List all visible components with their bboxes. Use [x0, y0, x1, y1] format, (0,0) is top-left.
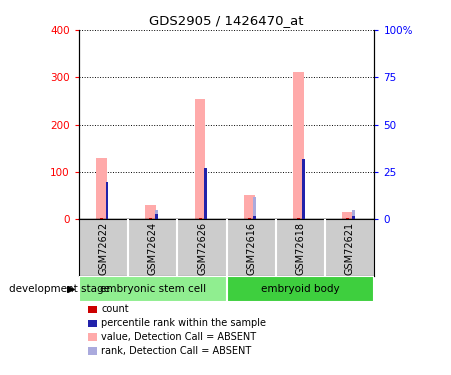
Bar: [253, 196, 256, 219]
Text: value, Detection Call = ABSENT: value, Detection Call = ABSENT: [101, 332, 257, 342]
Text: GSM72616: GSM72616: [246, 222, 256, 275]
Bar: [346, 218, 349, 219]
Text: embryonic stem cell: embryonic stem cell: [100, 284, 206, 294]
Bar: [297, 218, 300, 219]
Bar: [293, 72, 304, 219]
Bar: [244, 195, 255, 219]
Text: GSM72626: GSM72626: [197, 222, 207, 275]
Bar: [204, 168, 207, 219]
Bar: [145, 205, 156, 219]
Bar: [248, 218, 251, 219]
Bar: [352, 216, 354, 219]
Bar: [253, 216, 256, 219]
Text: percentile rank within the sample: percentile rank within the sample: [101, 318, 267, 328]
Bar: [79, 276, 226, 302]
Text: GSM72621: GSM72621: [345, 222, 355, 275]
Bar: [352, 210, 354, 219]
Text: embryoid body: embryoid body: [261, 284, 340, 294]
Bar: [96, 158, 107, 219]
Text: GSM72624: GSM72624: [148, 222, 158, 275]
Bar: [198, 218, 202, 219]
Bar: [100, 218, 103, 219]
Bar: [155, 214, 158, 219]
Bar: [149, 218, 152, 219]
Bar: [106, 182, 108, 219]
Text: GSM72618: GSM72618: [295, 222, 305, 275]
Text: development stage: development stage: [9, 285, 110, 294]
Bar: [106, 182, 108, 219]
Text: GSM72622: GSM72622: [98, 222, 109, 275]
Bar: [204, 168, 207, 219]
Bar: [226, 276, 374, 302]
Text: count: count: [101, 304, 129, 314]
Title: GDS2905 / 1426470_at: GDS2905 / 1426470_at: [149, 15, 304, 27]
Bar: [195, 99, 206, 219]
Bar: [303, 159, 305, 219]
Bar: [155, 210, 158, 219]
Text: rank, Detection Call = ABSENT: rank, Detection Call = ABSENT: [101, 346, 252, 356]
Bar: [342, 212, 353, 219]
Bar: [303, 159, 305, 219]
